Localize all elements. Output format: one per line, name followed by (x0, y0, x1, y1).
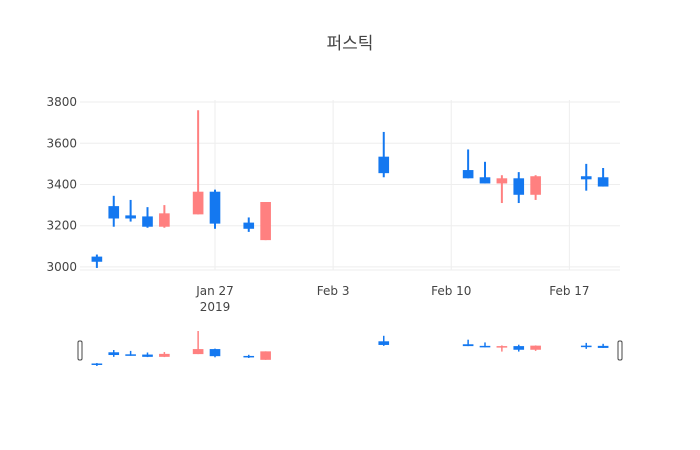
x-tick-label: Feb 3 (317, 284, 350, 298)
y-tick-label: 3000 (46, 260, 77, 274)
candle[interactable] (580, 163, 592, 191)
x-tick-label: Feb 17 (549, 284, 589, 298)
x-axis: Jan 27 2019 Feb 3 Feb 10 Feb 17 (195, 284, 589, 314)
mini-candle (513, 344, 525, 352)
candle[interactable] (260, 202, 271, 241)
candle-body (378, 156, 390, 174)
mini-candle (580, 342, 592, 349)
mini-candle-body (125, 354, 136, 356)
candle[interactable] (378, 131, 390, 178)
candle[interactable] (108, 195, 120, 227)
candle[interactable] (209, 189, 221, 229)
candle[interactable] (243, 217, 255, 232)
mini-candle-body (597, 345, 609, 348)
x-tick-label: Feb 10 (431, 284, 471, 298)
candle-body (243, 222, 255, 229)
mini-candle (209, 348, 221, 358)
candle-body (496, 178, 508, 184)
mini-candle (91, 363, 103, 366)
mini-candle-body (580, 345, 592, 348)
candle[interactable] (159, 205, 170, 228)
grid (80, 100, 620, 271)
range-slider-candles (91, 331, 609, 366)
candle-body (91, 256, 103, 262)
mini-candle-body (243, 355, 255, 358)
range-slider[interactable] (77, 331, 623, 366)
candle-body (513, 178, 525, 195)
candle[interactable] (479, 161, 491, 184)
mini-candle (108, 349, 120, 357)
mini-candle-body (496, 346, 508, 348)
mini-candle-body (513, 346, 525, 350)
mini-candle-body (462, 344, 474, 347)
candle[interactable] (513, 172, 525, 204)
mini-candle (243, 354, 255, 358)
candle[interactable] (125, 199, 136, 222)
range-slider-right-handle[interactable] (617, 340, 623, 361)
mini-candle-body (209, 349, 221, 357)
candle[interactable] (91, 254, 103, 268)
y-tick-label: 3400 (46, 177, 77, 191)
mini-candle (378, 335, 390, 346)
mini-candle (192, 331, 204, 355)
mini-candle (597, 343, 609, 348)
mini-candle (530, 345, 541, 351)
candle-body (597, 177, 609, 187)
candle-body (159, 213, 170, 227)
mini-candle (462, 339, 474, 347)
mini-candle (496, 345, 508, 352)
candle-body (142, 216, 153, 227)
y-tick-label: 3800 (46, 95, 77, 109)
mini-candle (260, 351, 271, 360)
mini-candle (479, 342, 491, 348)
mini-candle (159, 352, 170, 358)
candle[interactable] (142, 207, 153, 228)
candle-body (462, 170, 474, 179)
mini-candle (125, 350, 136, 356)
mini-candle-body (260, 351, 271, 360)
candle-body (479, 177, 491, 184)
x-tick-sublabel: 2019 (200, 300, 231, 314)
candle-body (530, 176, 541, 195)
candle-body (125, 215, 136, 219)
candle-body (260, 202, 271, 241)
mini-candle-body (142, 354, 153, 357)
mini-candle-body (108, 352, 120, 356)
candle[interactable] (530, 175, 541, 200)
candles (91, 110, 609, 268)
mini-candle-body (479, 345, 491, 348)
x-tick-label: Jan 27 (195, 284, 234, 298)
chart-title: 퍼스틱 (327, 34, 374, 54)
y-tick-label: 3600 (46, 136, 77, 150)
range-slider-left-handle[interactable] (77, 340, 83, 361)
mini-candle-body (530, 345, 541, 350)
candle[interactable] (597, 168, 609, 187)
candle[interactable] (462, 149, 474, 179)
candle-body (192, 191, 204, 215)
y-tick-label: 3200 (46, 219, 77, 233)
candle-body (108, 206, 120, 219)
mini-candle-body (159, 353, 170, 357)
candle-body (580, 176, 592, 180)
candle-body (209, 191, 221, 224)
mini-candle-body (91, 363, 103, 365)
candle[interactable] (496, 175, 508, 204)
y-axis: 3000 3200 3400 3600 3800 (46, 95, 77, 274)
mini-candle-body (378, 341, 390, 345)
mini-candle-body (192, 349, 204, 355)
candle[interactable] (192, 110, 204, 215)
mini-candle (142, 352, 153, 358)
